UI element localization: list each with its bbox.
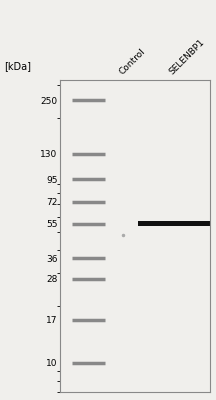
Text: [kDa]: [kDa]: [4, 61, 31, 71]
Text: Control: Control: [117, 47, 147, 77]
Text: SELENBP1: SELENBP1: [168, 38, 207, 77]
